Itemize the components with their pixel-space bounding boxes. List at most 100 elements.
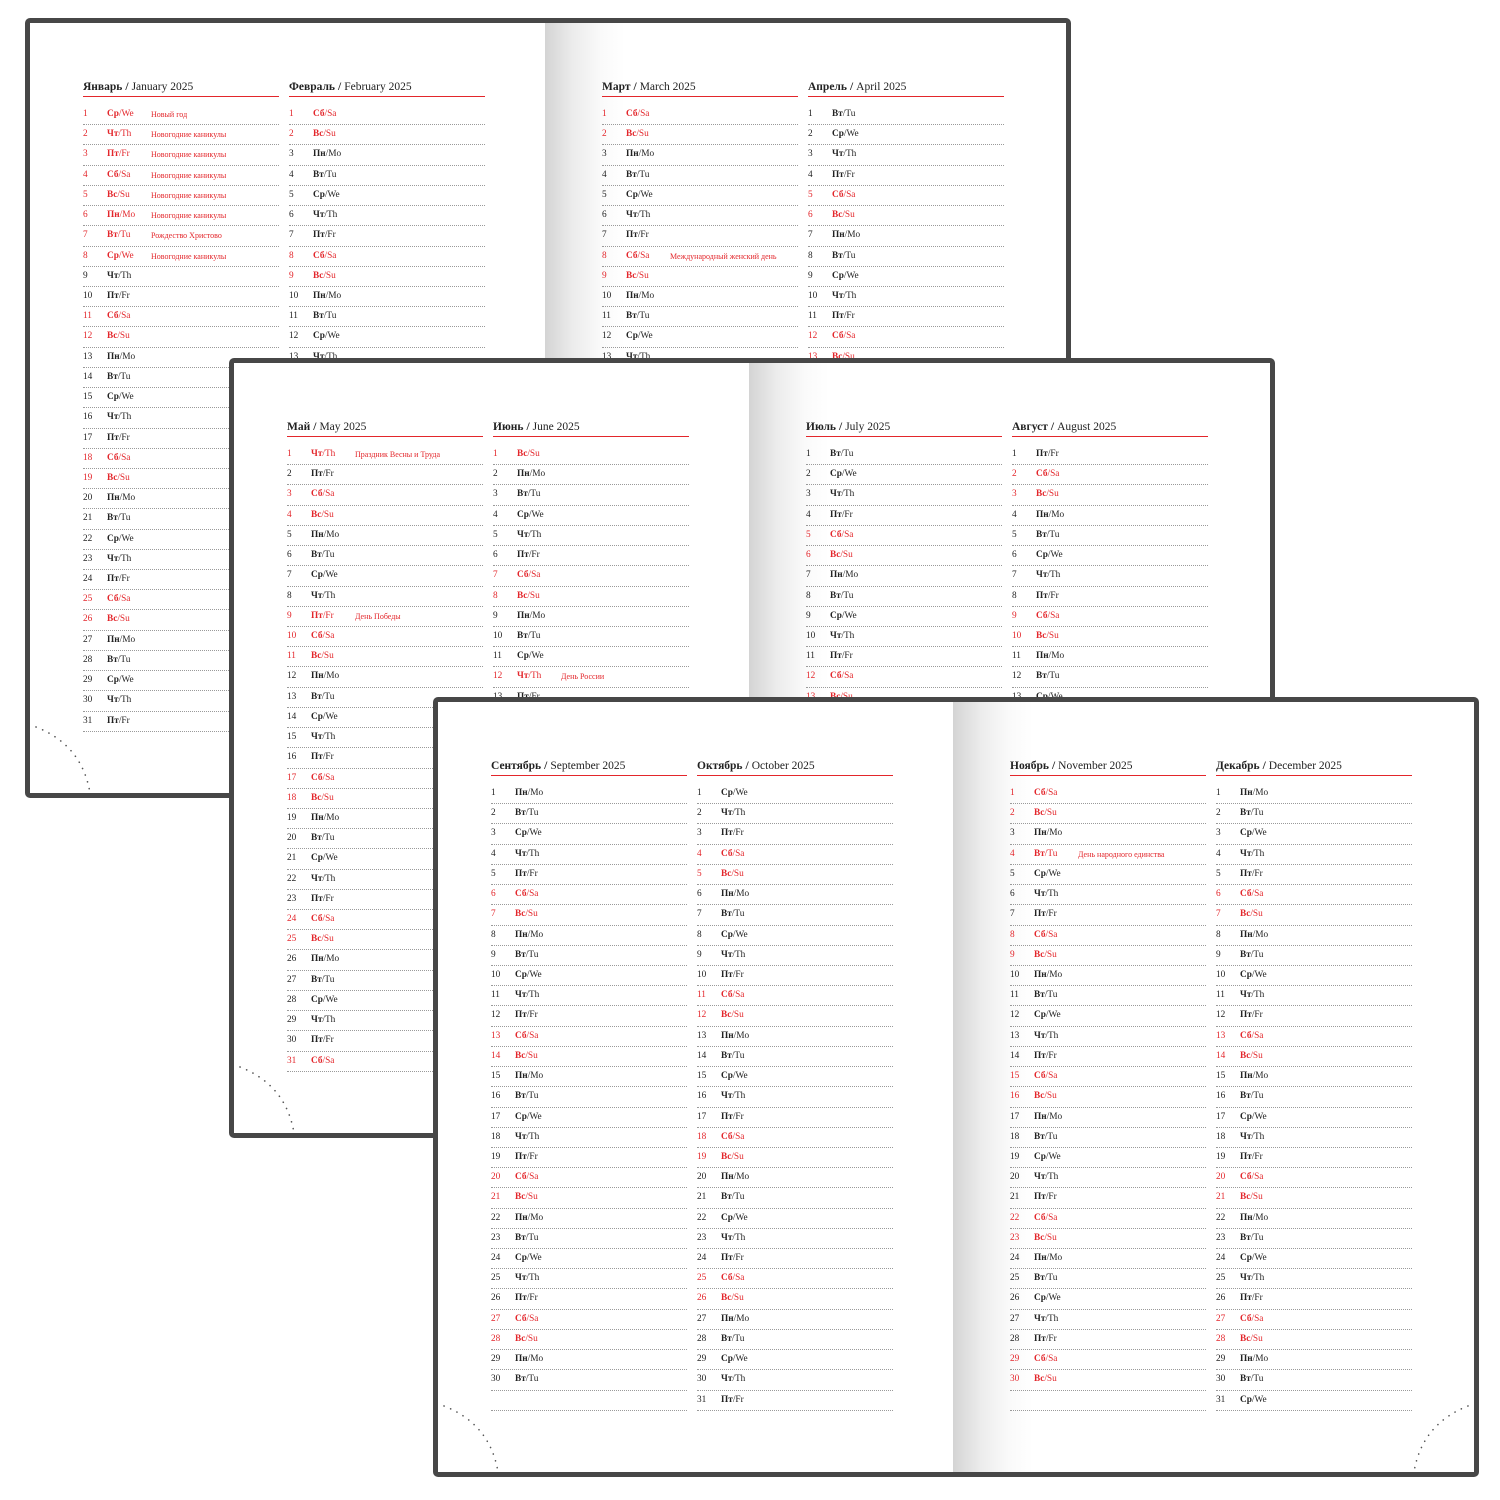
day-number: 6 bbox=[808, 210, 813, 221]
day-number: 25 bbox=[83, 594, 93, 605]
weekday-ru: Ср bbox=[107, 250, 119, 261]
weekday-en: Sa bbox=[325, 489, 335, 500]
day-row: 24 Сб/Sa bbox=[287, 910, 483, 931]
weekday-slash: / bbox=[1047, 550, 1051, 561]
weekday-ru: Пн bbox=[311, 954, 324, 965]
day-number: 5 bbox=[808, 189, 813, 200]
weekday-en: Su bbox=[842, 550, 853, 561]
day-number: 5 bbox=[1012, 529, 1017, 540]
weekday-ru: Ср bbox=[311, 570, 323, 581]
weekday: Вс/Su bbox=[830, 688, 853, 707]
weekday: Вс/Su bbox=[832, 348, 855, 367]
weekday-en: Th bbox=[324, 732, 336, 743]
weekday: Пт/Fr bbox=[832, 307, 855, 326]
weekday-ru: Вс bbox=[832, 351, 843, 362]
weekday: Пт/Fr bbox=[311, 890, 334, 909]
day-row: 3 Пн/Mo bbox=[289, 145, 485, 166]
day-row: 1 Сб/Sa bbox=[289, 105, 485, 126]
day-row: 13 Вт/Tu bbox=[287, 688, 483, 708]
weekday: Чт/Th bbox=[1034, 885, 1058, 904]
day-list: 1 Пн/Mo 2 Вт/Tu 3 Ср/We 4 Чт/Th 5 Пт/Fr 6 Сб/Sa 7 Вс/… bbox=[491, 784, 687, 1411]
weekday-slash: / bbox=[1251, 828, 1255, 839]
day-number: 13 bbox=[602, 351, 612, 362]
weekday: Ср/We bbox=[1240, 1391, 1267, 1410]
day-row: 22 Сб/Sa bbox=[1010, 1209, 1206, 1229]
day-number: 8 bbox=[287, 590, 292, 601]
weekday: Сб/Sa bbox=[1034, 926, 1057, 945]
day-number: 1 bbox=[1010, 788, 1015, 798]
day-row: 3 Пт/Fr bbox=[697, 824, 893, 845]
day-number: 3 bbox=[493, 489, 498, 500]
weekday-slash: / bbox=[118, 109, 122, 119]
weekday: Ср/We bbox=[1240, 966, 1267, 985]
weekday: Вт/Tu bbox=[721, 1330, 744, 1349]
weekday-ru: Чт bbox=[1240, 1131, 1252, 1142]
weekday-ru: Пн bbox=[832, 230, 845, 241]
weekday-en: Th bbox=[326, 351, 338, 362]
weekday-slash: / bbox=[732, 1394, 736, 1405]
weekday-en: Th bbox=[530, 671, 542, 682]
weekday: Пн/Mo bbox=[515, 1209, 543, 1228]
day-number: 4 bbox=[806, 509, 811, 520]
day-row: 23 Вт/Tu bbox=[1216, 1229, 1412, 1250]
day-number: 11 bbox=[83, 311, 92, 322]
weekday: Сб/Sa bbox=[1034, 1350, 1057, 1369]
weekday-ru: Пт bbox=[515, 1010, 527, 1021]
weekday-slash: / bbox=[843, 149, 846, 160]
day-number: 19 bbox=[1010, 1151, 1020, 1162]
weekday-slash: / bbox=[1048, 692, 1051, 702]
weekday-ru: Пт bbox=[107, 432, 119, 443]
weekday-en: Fr bbox=[1254, 1010, 1263, 1021]
day-number: 17 bbox=[287, 772, 297, 783]
weekday-slash: / bbox=[731, 1293, 734, 1304]
weekday-en: Th bbox=[528, 990, 540, 1001]
day-number: 3 bbox=[602, 149, 607, 160]
day-number: 10 bbox=[287, 630, 297, 641]
weekday-en: Su bbox=[323, 792, 334, 803]
weekday-slash: / bbox=[526, 1151, 530, 1162]
day-row: 30 Вт/Tu bbox=[491, 1370, 687, 1391]
day-row: 12 Ср/We bbox=[289, 327, 485, 348]
weekday-ru: Ср bbox=[517, 651, 529, 662]
weekday-slash: / bbox=[118, 452, 122, 463]
weekday: Чт/Th bbox=[721, 804, 745, 823]
day-row: 1 Сб/Sa bbox=[1010, 784, 1206, 805]
weekday-en: Tu bbox=[120, 654, 131, 665]
weekday: Вт/Tu bbox=[1240, 804, 1263, 823]
weekday-slash: / bbox=[323, 311, 327, 322]
weekday-slash: / bbox=[840, 550, 843, 561]
month-name-en: December 2025 bbox=[1268, 760, 1342, 772]
weekday-en: We bbox=[640, 189, 653, 200]
month-header: Июнь / June 2025 bbox=[493, 419, 689, 437]
day-row: 25 Чт/Th bbox=[491, 1269, 687, 1290]
weekday-en: Su bbox=[1046, 949, 1057, 960]
weekday-ru: Пн bbox=[107, 634, 120, 645]
weekday: Вс/Su bbox=[107, 469, 130, 488]
month-header: Сентябрь / September 2025 bbox=[491, 758, 687, 776]
weekday-slash: / bbox=[118, 553, 121, 564]
day-row: 8 Сб/Sa bbox=[1010, 926, 1206, 946]
weekday-slash: / bbox=[525, 949, 529, 960]
weekday-ru: Ср bbox=[830, 610, 842, 621]
weekday: Вт/Tu bbox=[1240, 1229, 1263, 1248]
day-number: 14 bbox=[287, 711, 297, 722]
weekday: Пт/Fr bbox=[313, 226, 336, 245]
weekday-ru: Вс bbox=[1036, 489, 1047, 500]
day-number: 12 bbox=[83, 331, 93, 342]
day-number: 2 bbox=[289, 129, 294, 140]
day-row: 9 Вт/Tu bbox=[1216, 946, 1412, 966]
weekday: Вс/Su bbox=[1036, 627, 1059, 646]
day-number: 31 bbox=[83, 715, 93, 726]
day-row: 7 Вт/Tu bbox=[697, 905, 893, 926]
weekday-slash: / bbox=[526, 1030, 530, 1041]
weekday-slash: / bbox=[526, 828, 530, 839]
day-number: 7 bbox=[289, 230, 294, 241]
month-name-en: September 2025 bbox=[550, 760, 626, 772]
day-row: 10 Пт/Fr bbox=[697, 966, 893, 987]
day-number: 3 bbox=[83, 149, 88, 160]
weekday-ru: Пн bbox=[626, 149, 639, 160]
day-row: 16 Пт/Fr bbox=[287, 748, 483, 769]
day-number: 7 bbox=[697, 909, 702, 920]
weekday-slash: / bbox=[1047, 449, 1051, 459]
day-row: 16 Вт/Tu bbox=[491, 1087, 687, 1108]
